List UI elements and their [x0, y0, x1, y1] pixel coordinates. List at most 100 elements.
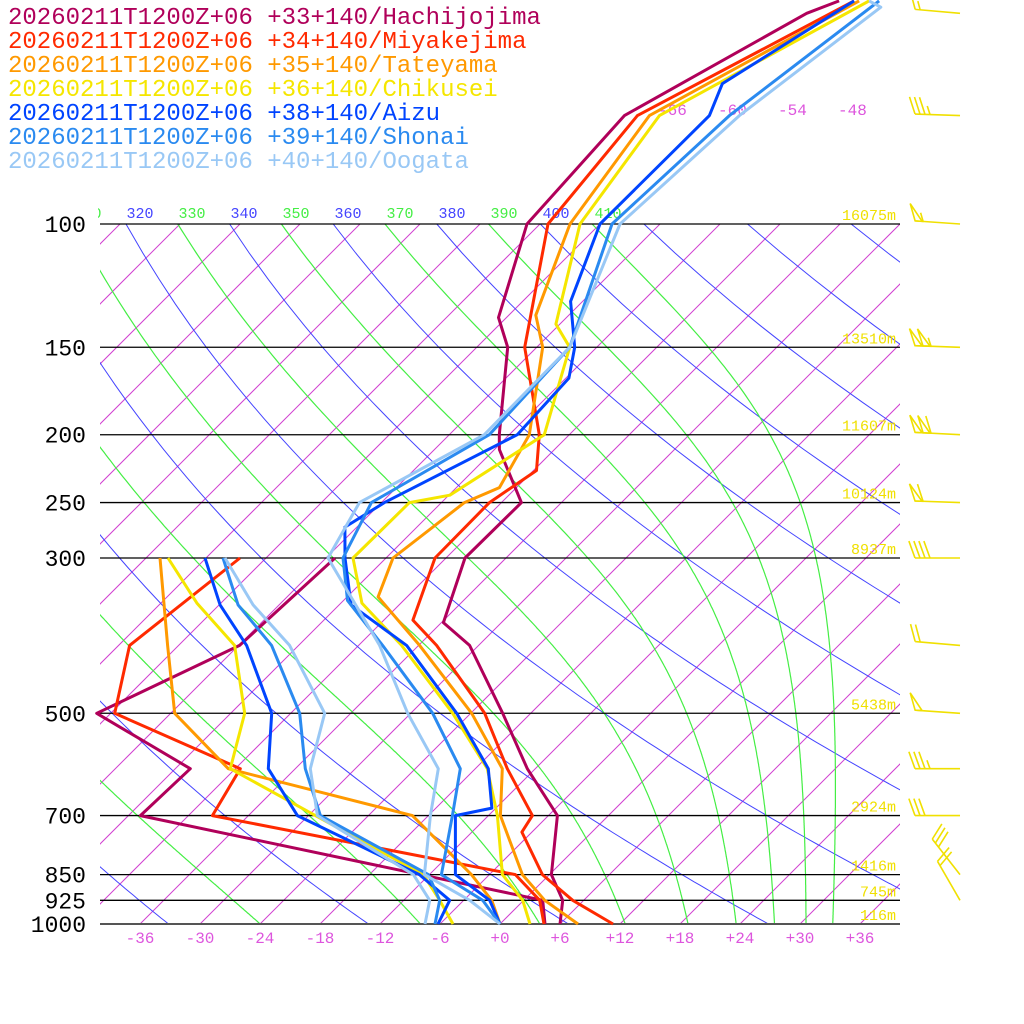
wind-barb-full: [908, 540, 916, 559]
wind-barb-pennant: [917, 415, 932, 435]
isotherm-line: [319, 343, 900, 924]
dry-adiabat-line: [955, 224, 1024, 924]
dry-adiabat-line: [539, 224, 900, 515]
wind-barb-full: [918, 798, 926, 816]
wind-barb-pennant: [909, 203, 924, 223]
wind-barb-half: [926, 759, 931, 769]
wind-barb-full: [937, 831, 949, 848]
wind-barb-full: [913, 798, 921, 816]
x-tick-label: +12: [606, 930, 635, 948]
wind-barb-full: [908, 751, 916, 769]
theta-label: 340: [230, 206, 257, 223]
x-tick-label: +30: [786, 930, 815, 948]
isotherm-line: [859, 883, 900, 924]
x-tick-label: +6: [550, 930, 569, 948]
isotherm-line: [100, 224, 361, 485]
pressure-label: 100: [45, 213, 86, 239]
isotherm-line: [799, 823, 900, 924]
isotherm-line: [920, 224, 1024, 924]
dry-adiabat-line: [332, 224, 900, 696]
pressure-label: 850: [45, 864, 86, 890]
isotherm-line: [439, 463, 900, 924]
wind-barb: [909, 692, 961, 715]
dewpoint-line-0: [95, 556, 547, 925]
sounding-profiles: [95, 0, 883, 926]
wind-barb-full: [936, 847, 950, 862]
isotherm-line: [139, 224, 841, 924]
wind-barb-full: [913, 751, 921, 769]
wind-barb: [908, 798, 960, 817]
wind-barb-half: [917, 0, 921, 11]
pressure-label: 700: [45, 805, 86, 831]
wind-barb-full: [914, 624, 921, 643]
wind-barb-pennant: [909, 692, 924, 712]
wind-barb-full: [931, 823, 943, 840]
wind-barb-pennant: [908, 483, 924, 503]
temperature-line-3: [351, 0, 870, 925]
wind-barb-full: [916, 483, 924, 502]
wind-barb-staff: [931, 838, 961, 876]
theta-label: 350: [282, 206, 309, 223]
height-label: 16075m: [842, 208, 896, 225]
pressure-label: 150: [45, 336, 86, 362]
height-label: 10124m: [842, 487, 896, 504]
legend: 20260211T1200Z+06 +33+140/Hachijojima202…: [8, 5, 541, 176]
height-label: 8937m: [851, 542, 896, 559]
legend-entry: 20260211T1200Z+06 +36+140/Chikusei: [8, 77, 498, 104]
wind-barb: [908, 328, 961, 349]
isotherm-label: -48: [838, 102, 867, 120]
height-label: 116m: [860, 908, 896, 925]
wind-barb-full: [923, 540, 931, 559]
wind-barb: [909, 414, 961, 436]
temperature-line-6: [326, 0, 883, 926]
x-tick-label: +0: [490, 930, 509, 948]
wind-barb-full: [913, 96, 921, 115]
wind-barbs: [908, 0, 961, 901]
isotherm-line: [100, 224, 541, 665]
wind-barb-full: [925, 415, 932, 434]
temperature-line-5: [341, 0, 881, 925]
isotherm-line: [100, 224, 661, 785]
theta-label: 320: [126, 206, 153, 223]
temperature-line-2: [376, 0, 860, 926]
height-label: 5438m: [851, 697, 896, 714]
pressure-label: 250: [45, 492, 86, 518]
temperature-line-0: [441, 0, 840, 925]
dry-adiabat-line: [850, 224, 900, 263]
wind-barb: [908, 483, 961, 504]
height-label: 13510m: [842, 331, 896, 348]
dewpoint-line-3: [166, 557, 455, 925]
height-label: 2924m: [851, 800, 896, 817]
wind-barb: [931, 823, 961, 876]
theta-label: 370: [386, 206, 413, 223]
theta-label: 390: [490, 206, 517, 223]
isotherm-line: [100, 224, 721, 845]
wind-barb-half: [927, 337, 932, 347]
theta-label: 360: [334, 206, 361, 223]
theta-label: 380: [438, 206, 465, 223]
dewpoint-line-2: [158, 557, 502, 925]
wind-barb-staff: [936, 860, 961, 901]
isotherm-line: [980, 224, 1024, 924]
wind-barb-full: [908, 798, 916, 816]
wind-barb: [908, 540, 960, 559]
legend-entry: 20260211T1200Z+06 +39+140/Shonai: [8, 125, 469, 152]
wind-barb-full: [918, 751, 926, 769]
dry-adiabat-line: [643, 224, 900, 429]
moist-adiabat-line: [384, 224, 776, 924]
legend-entry: 20260211T1200Z+06 +40+140/Oogata: [8, 149, 469, 176]
dewpoint-line-6: [223, 557, 432, 925]
isotherm-line: [100, 224, 301, 425]
isotherm-line: [100, 224, 421, 545]
legend-entry: 20260211T1200Z+06 +34+140/Miyakejima: [8, 29, 526, 56]
wind-barb-pennant: [909, 414, 924, 434]
wind-barb-full: [911, 0, 916, 10]
legend-entry: 20260211T1200Z+06 +33+140/Hachijojima: [8, 5, 541, 32]
dry-adiabat-line: [747, 224, 900, 345]
wind-barb-full: [918, 540, 926, 559]
isotherm-line: [100, 224, 601, 725]
x-tick-label: +24: [726, 930, 755, 948]
x-tick-label: -6: [430, 930, 449, 948]
pressure-label: 1000: [31, 913, 86, 939]
